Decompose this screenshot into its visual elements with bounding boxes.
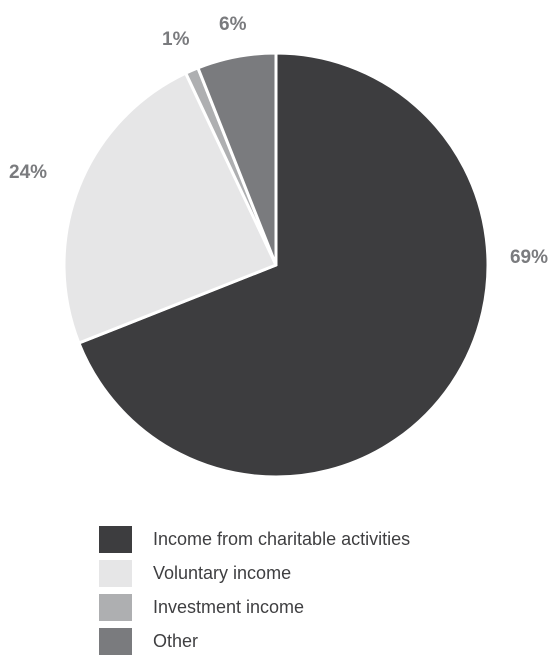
data-label-income-from-charitable-activities: 69% <box>510 247 548 268</box>
legend-item-investment-income: Investment income <box>99 590 410 624</box>
legend-label: Investment income <box>153 596 305 617</box>
data-label-other: 6% <box>219 14 247 35</box>
legend-swatch <box>99 559 132 587</box>
pie-slices <box>62 51 490 479</box>
chart-legend: Income from charitable activities Volunta… <box>99 522 410 658</box>
data-label-investment-income: 1% <box>162 29 190 50</box>
legend-label: Other <box>153 630 199 651</box>
data-label-voluntary-income: 24% <box>9 162 47 183</box>
legend-swatch <box>99 593 132 621</box>
pie-labels: 69% 24% 1% 6% <box>9 14 548 268</box>
legend-item-income-from-charitable-activities: Income from charitable activities <box>99 522 410 556</box>
legend-label: Income from charitable activities <box>153 528 411 549</box>
pie-slice-income-from-charitable-activities <box>77 51 490 479</box>
legend-swatch <box>99 627 132 655</box>
legend-item-voluntary-income: Voluntary income <box>99 556 410 590</box>
legend-swatch <box>99 525 132 553</box>
pie-slice-voluntary-income <box>62 71 278 345</box>
pie-slice-other <box>196 51 278 267</box>
legend-item-other: Other <box>99 624 410 658</box>
legend-label: Voluntary income <box>153 562 292 583</box>
